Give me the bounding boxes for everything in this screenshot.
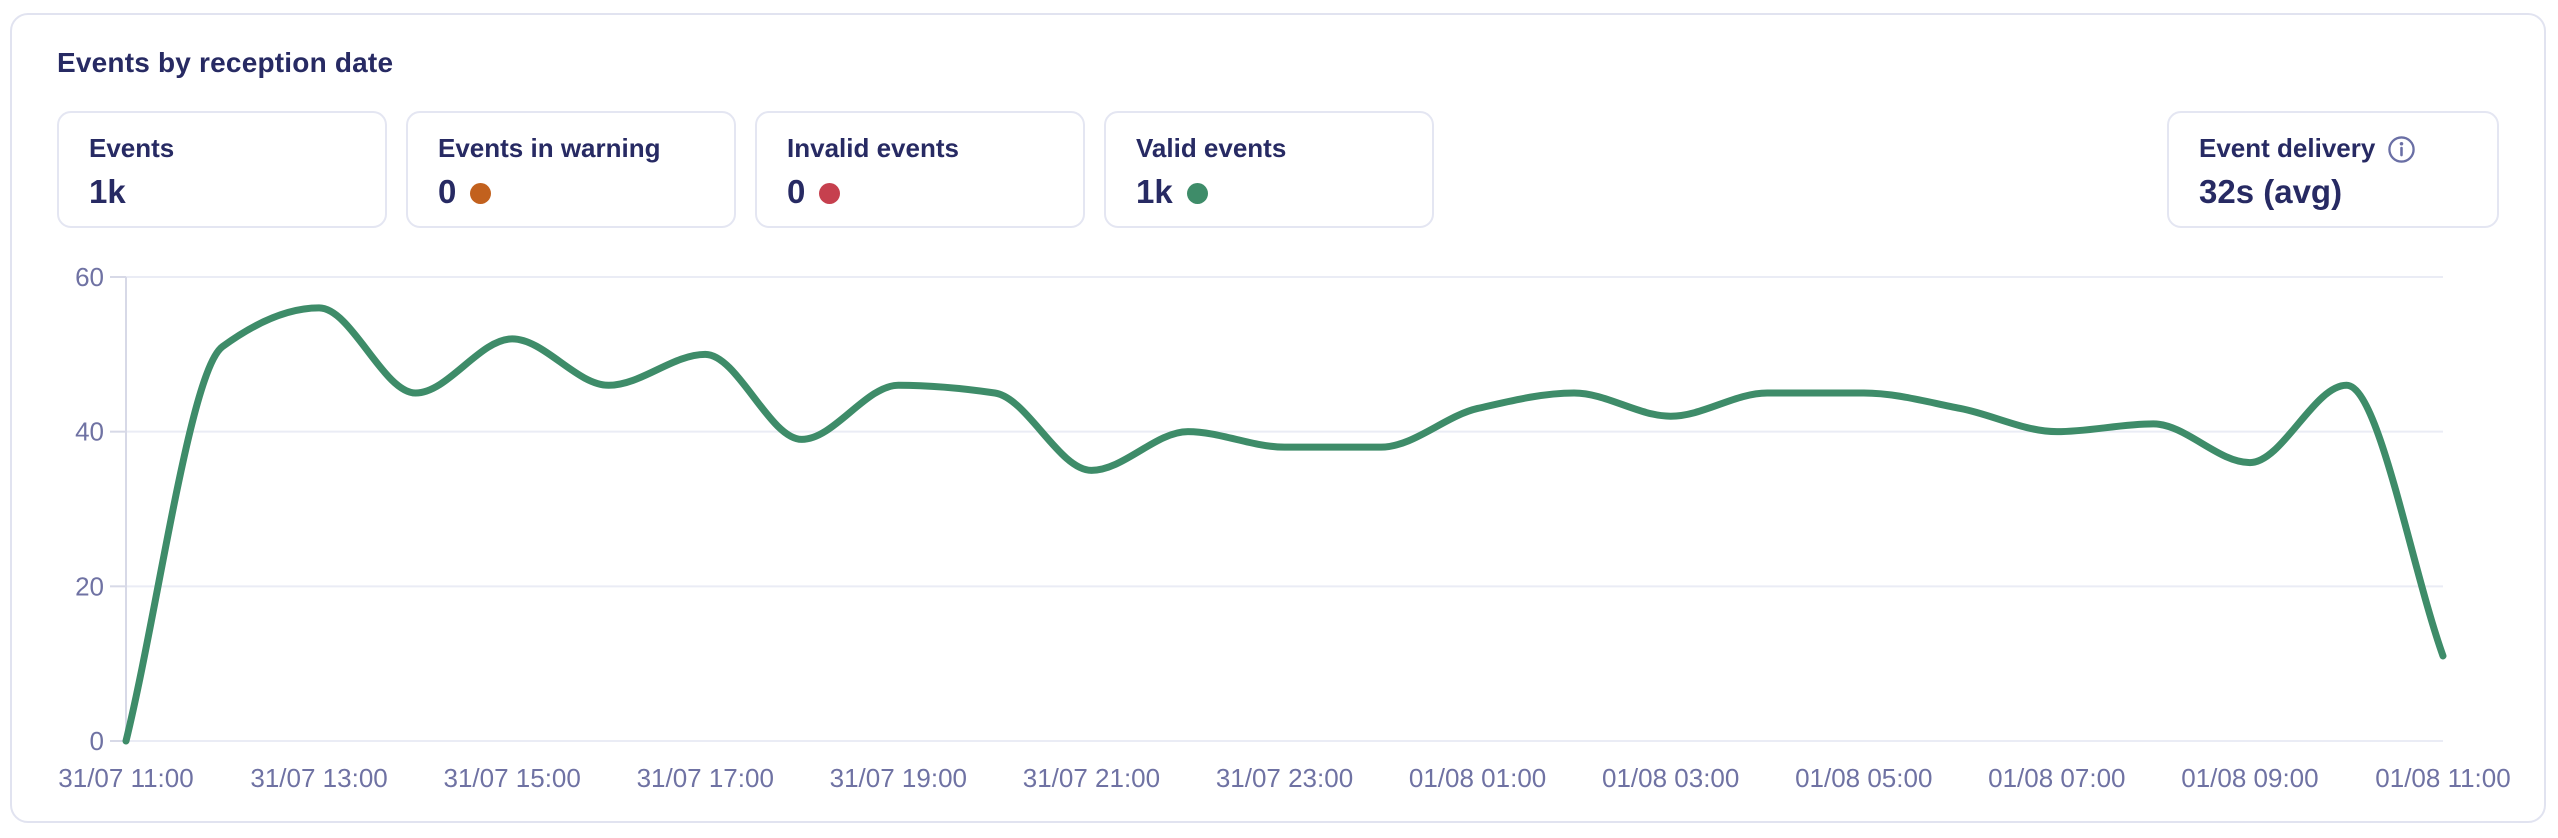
stats-row: Events 1k Events in warning 0 Invalid ev… (57, 111, 1434, 228)
valid-status-dot (1186, 183, 1208, 204)
stat-value: 1k (1136, 173, 1173, 210)
stat-value: 0 (438, 173, 457, 210)
stat-card-event-delivery: Event delivery 32s (avg) (2167, 111, 2499, 228)
stat-label: Invalid events (787, 133, 959, 163)
stat-card-events: Events 1k (57, 111, 387, 228)
warning-status-dot (470, 183, 492, 204)
stat-value: 32s (avg) (2199, 173, 2343, 210)
stat-label: Valid events (1136, 133, 1287, 163)
stat-card-valid-events: Valid events 1k (1104, 111, 1434, 228)
invalid-status-dot (819, 183, 841, 204)
events-panel: Events by reception date Events 1k Event… (10, 13, 2546, 823)
stat-label: Events in warning (438, 133, 661, 163)
stat-value: 1k (89, 173, 126, 210)
page-title: Events by reception date (57, 47, 394, 78)
stat-label: Event delivery (2199, 133, 2376, 163)
info-icon[interactable] (2387, 135, 2416, 164)
stat-card-invalid-events: Invalid events 0 (755, 111, 1085, 228)
stat-card-events-in-warning: Events in warning 0 (406, 111, 736, 228)
stat-value: 0 (787, 173, 806, 210)
stat-label: Events (89, 133, 175, 163)
